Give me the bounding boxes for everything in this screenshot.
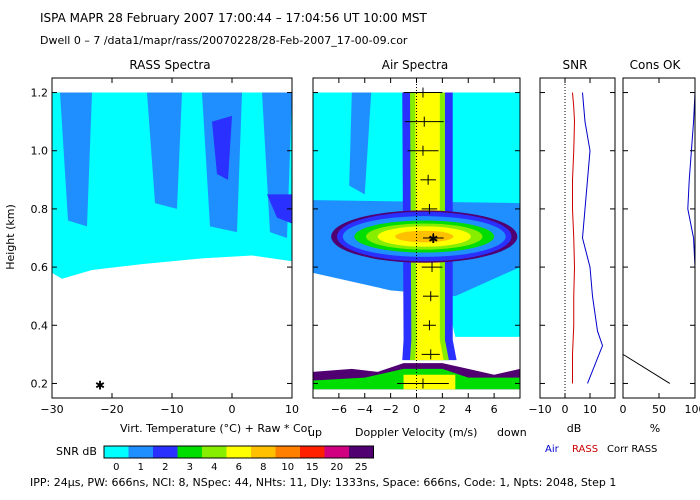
footer-params: IPP: 24μs, PW: 666ns, NCI: 8, NSpec: 44,…: [30, 476, 616, 489]
cons-panel: 0 50 100: [620, 77, 700, 416]
y-axis-label: Height (km): [4, 204, 17, 270]
rass-title: RASS Spectra: [129, 58, 210, 72]
rass-corrected-point: ✱: [95, 378, 105, 392]
air-layer-band: [395, 230, 454, 243]
cons-xlabel: %: [650, 422, 660, 435]
panel-frame: [622, 77, 696, 399]
x-tick-label: 50: [652, 403, 666, 416]
air-panel: −6 −4 −2 0 2 4 6 ✱: [312, 77, 521, 416]
rass-dark-streak: [267, 194, 292, 224]
cons-title: Cons OK: [630, 58, 682, 72]
snr-rass-line: [572, 92, 576, 384]
header-title: ISPA MAPR 28 February 2007 17:00:44 – 17…: [40, 11, 428, 25]
y-tick-label: 1.2: [31, 87, 49, 100]
x-tick-label: 10: [285, 403, 299, 416]
colorbar: 0 1 2 3 4 6 8 10 15 20 25: [103, 445, 374, 473]
snr-panel: −10 0 10: [528, 77, 616, 416]
colorbar-tick-label: 3: [187, 462, 193, 473]
air-down-note: down: [497, 426, 527, 439]
x-tick-label: 10: [583, 403, 597, 416]
air-up-note: up: [308, 426, 322, 439]
cons-air-line: [687, 92, 696, 384]
header-dwell: Dwell 0 – 7 /data1/mapr/rass/20070228/28…: [40, 34, 408, 47]
snr-title: SNR: [563, 58, 588, 72]
rass-blue-streak: [147, 92, 182, 209]
colorbar-cell: [275, 446, 300, 458]
snr-air-line: [581, 92, 604, 384]
rass-dark-streak: [212, 115, 232, 180]
colorbar-tick-label: 6: [236, 462, 242, 473]
air-corrected-point: ✱: [428, 232, 438, 246]
x-tick-label: 0: [562, 403, 569, 416]
x-tick-label: −4: [357, 403, 373, 416]
air-ground-band: [403, 374, 456, 390]
colorbar-tick-label: 25: [355, 462, 368, 473]
colorbar-cell: [324, 446, 349, 458]
colorbar-tick-label: 8: [260, 462, 266, 473]
x-tick-label: −20: [100, 403, 123, 416]
colorbar-cell: [177, 446, 202, 458]
colorbar-tick-label: 4: [211, 462, 217, 473]
colorbar-frame: [103, 445, 374, 459]
x-tick-label: 2: [439, 403, 446, 416]
colorbar-cell: [104, 446, 129, 458]
colorbar-cell: [300, 446, 325, 458]
legend-air: Air: [545, 444, 560, 455]
rass-xlabel: Virt. Temperature (°C) + Raw * Cor: [120, 422, 312, 435]
x-tick-label: 4: [465, 403, 472, 416]
y-tick-label: 0.6: [31, 261, 49, 274]
colorbar-cell: [349, 446, 374, 458]
colorbar-cell: [153, 446, 178, 458]
legend-corr-rass: Corr RASS: [607, 444, 657, 455]
colorbar-tick-label: 1: [138, 462, 144, 473]
x-tick-label: 0: [620, 403, 627, 416]
colorbar-tick-label: 20: [330, 462, 343, 473]
x-tick-label: −30: [40, 403, 63, 416]
x-tick-label: −2: [383, 403, 399, 416]
colorbar-tick-label: 2: [162, 462, 168, 473]
air-blue-streak: [349, 92, 372, 195]
x-tick-label: −10: [160, 403, 183, 416]
x-tick-label: 0: [229, 403, 236, 416]
snr-xlabel: dB: [567, 422, 582, 435]
colorbar-cell: [251, 446, 276, 458]
panel-frame: [539, 77, 616, 399]
y-tick-label: 0.2: [31, 377, 49, 390]
legend-rass: RASS: [572, 444, 598, 455]
colorbar-cell: [128, 446, 153, 458]
y-tick-label: 0.4: [31, 319, 49, 332]
cons-rass-line: [622, 353, 671, 384]
colorbar-cell: [226, 446, 251, 458]
colorbar-tick-label: 0: [113, 462, 119, 473]
x-tick-label: −10: [528, 403, 551, 416]
x-tick-label: 100: [685, 403, 700, 416]
air-title: Air Spectra: [382, 58, 449, 72]
y-tick-label: 0.8: [31, 203, 49, 216]
colorbar-tick-label: 10: [281, 462, 294, 473]
colorbar-tick-label: 15: [306, 462, 319, 473]
y-tick-label: 1.0: [31, 145, 49, 158]
rass-panel: −30 −20 −10 0 10 0.2 0.4 0.6 0.8 1.0 1.2 ✱: [31, 77, 299, 416]
rass-blue-streak: [60, 92, 92, 227]
colorbar-label: SNR dB: [56, 445, 97, 458]
x-tick-label: 0: [413, 403, 420, 416]
x-tick-label: 6: [491, 403, 498, 416]
colorbar-cell: [202, 446, 227, 458]
air-xlabel: Doppler Velocity (m/s): [355, 426, 477, 439]
x-tick-label: −6: [331, 403, 347, 416]
